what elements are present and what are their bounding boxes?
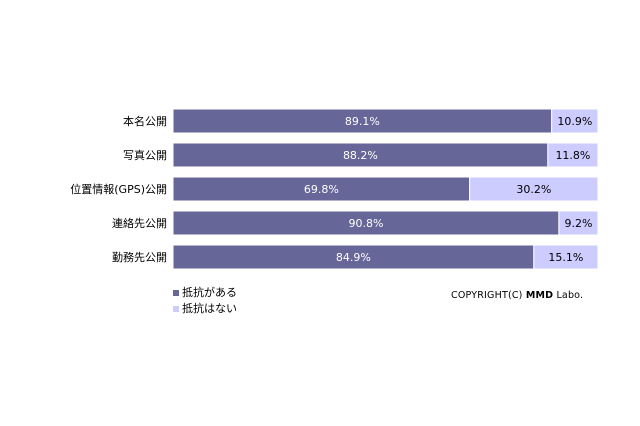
copyright-suffix: Labo. [553, 290, 584, 301]
data-label-0-1: 88.2% [343, 149, 378, 162]
bar-segment-1-4 [533, 244, 599, 270]
bar-segment-0-3 [172, 210, 560, 236]
copyright-prefix: COPYRIGHT(C) [451, 290, 526, 301]
category-label-4: 勤務先公開 [112, 250, 167, 264]
legend-swatch-series-1 [173, 306, 179, 312]
legend-swatch-series-0 [173, 290, 179, 296]
copyright-brand: MMD [525, 290, 554, 301]
legend-label-series-1: 抵抗はない [182, 302, 237, 315]
data-label-0-3: 90.8% [348, 217, 383, 230]
legend-label-series-0: 抵抗がある [182, 286, 237, 299]
bar-segment-0-1 [172, 142, 549, 168]
legend-item-series-1: 抵抗はない [173, 301, 237, 317]
bar-segment-0-4 [172, 244, 535, 270]
data-label-1-4: 15.1% [548, 251, 583, 264]
bar-segment-0-2 [172, 176, 471, 202]
data-label-0-2: 69.8% [304, 183, 339, 196]
data-label-1-1: 11.8% [555, 149, 590, 162]
data-label-1-2: 30.2% [516, 183, 551, 196]
legend-item-series-0: 抵抗がある [173, 285, 237, 301]
data-label-0-4: 84.9% [336, 251, 371, 264]
bar-segment-1-3 [558, 210, 599, 236]
category-label-3: 連絡先公開 [112, 216, 167, 230]
bar-segment-1-1 [547, 142, 599, 168]
bar-segment-1-2 [469, 176, 599, 202]
bar-segment-1-0 [551, 108, 599, 134]
chart-legend: 抵抗がある 抵抗はない [173, 285, 237, 317]
data-label-1-0: 10.9% [557, 115, 592, 128]
category-label-0: 本名公開 [123, 114, 167, 128]
bar-segment-0-0 [172, 108, 553, 134]
data-label-0-0: 89.1% [345, 115, 380, 128]
category-label-1: 写真公開 [123, 148, 167, 162]
data-label-1-3: 9.2% [564, 217, 592, 230]
category-label-2: 位置情報(GPS)公開 [70, 182, 167, 196]
copyright-notice: COPYRIGHT(C) MMD Labo. [451, 290, 583, 301]
